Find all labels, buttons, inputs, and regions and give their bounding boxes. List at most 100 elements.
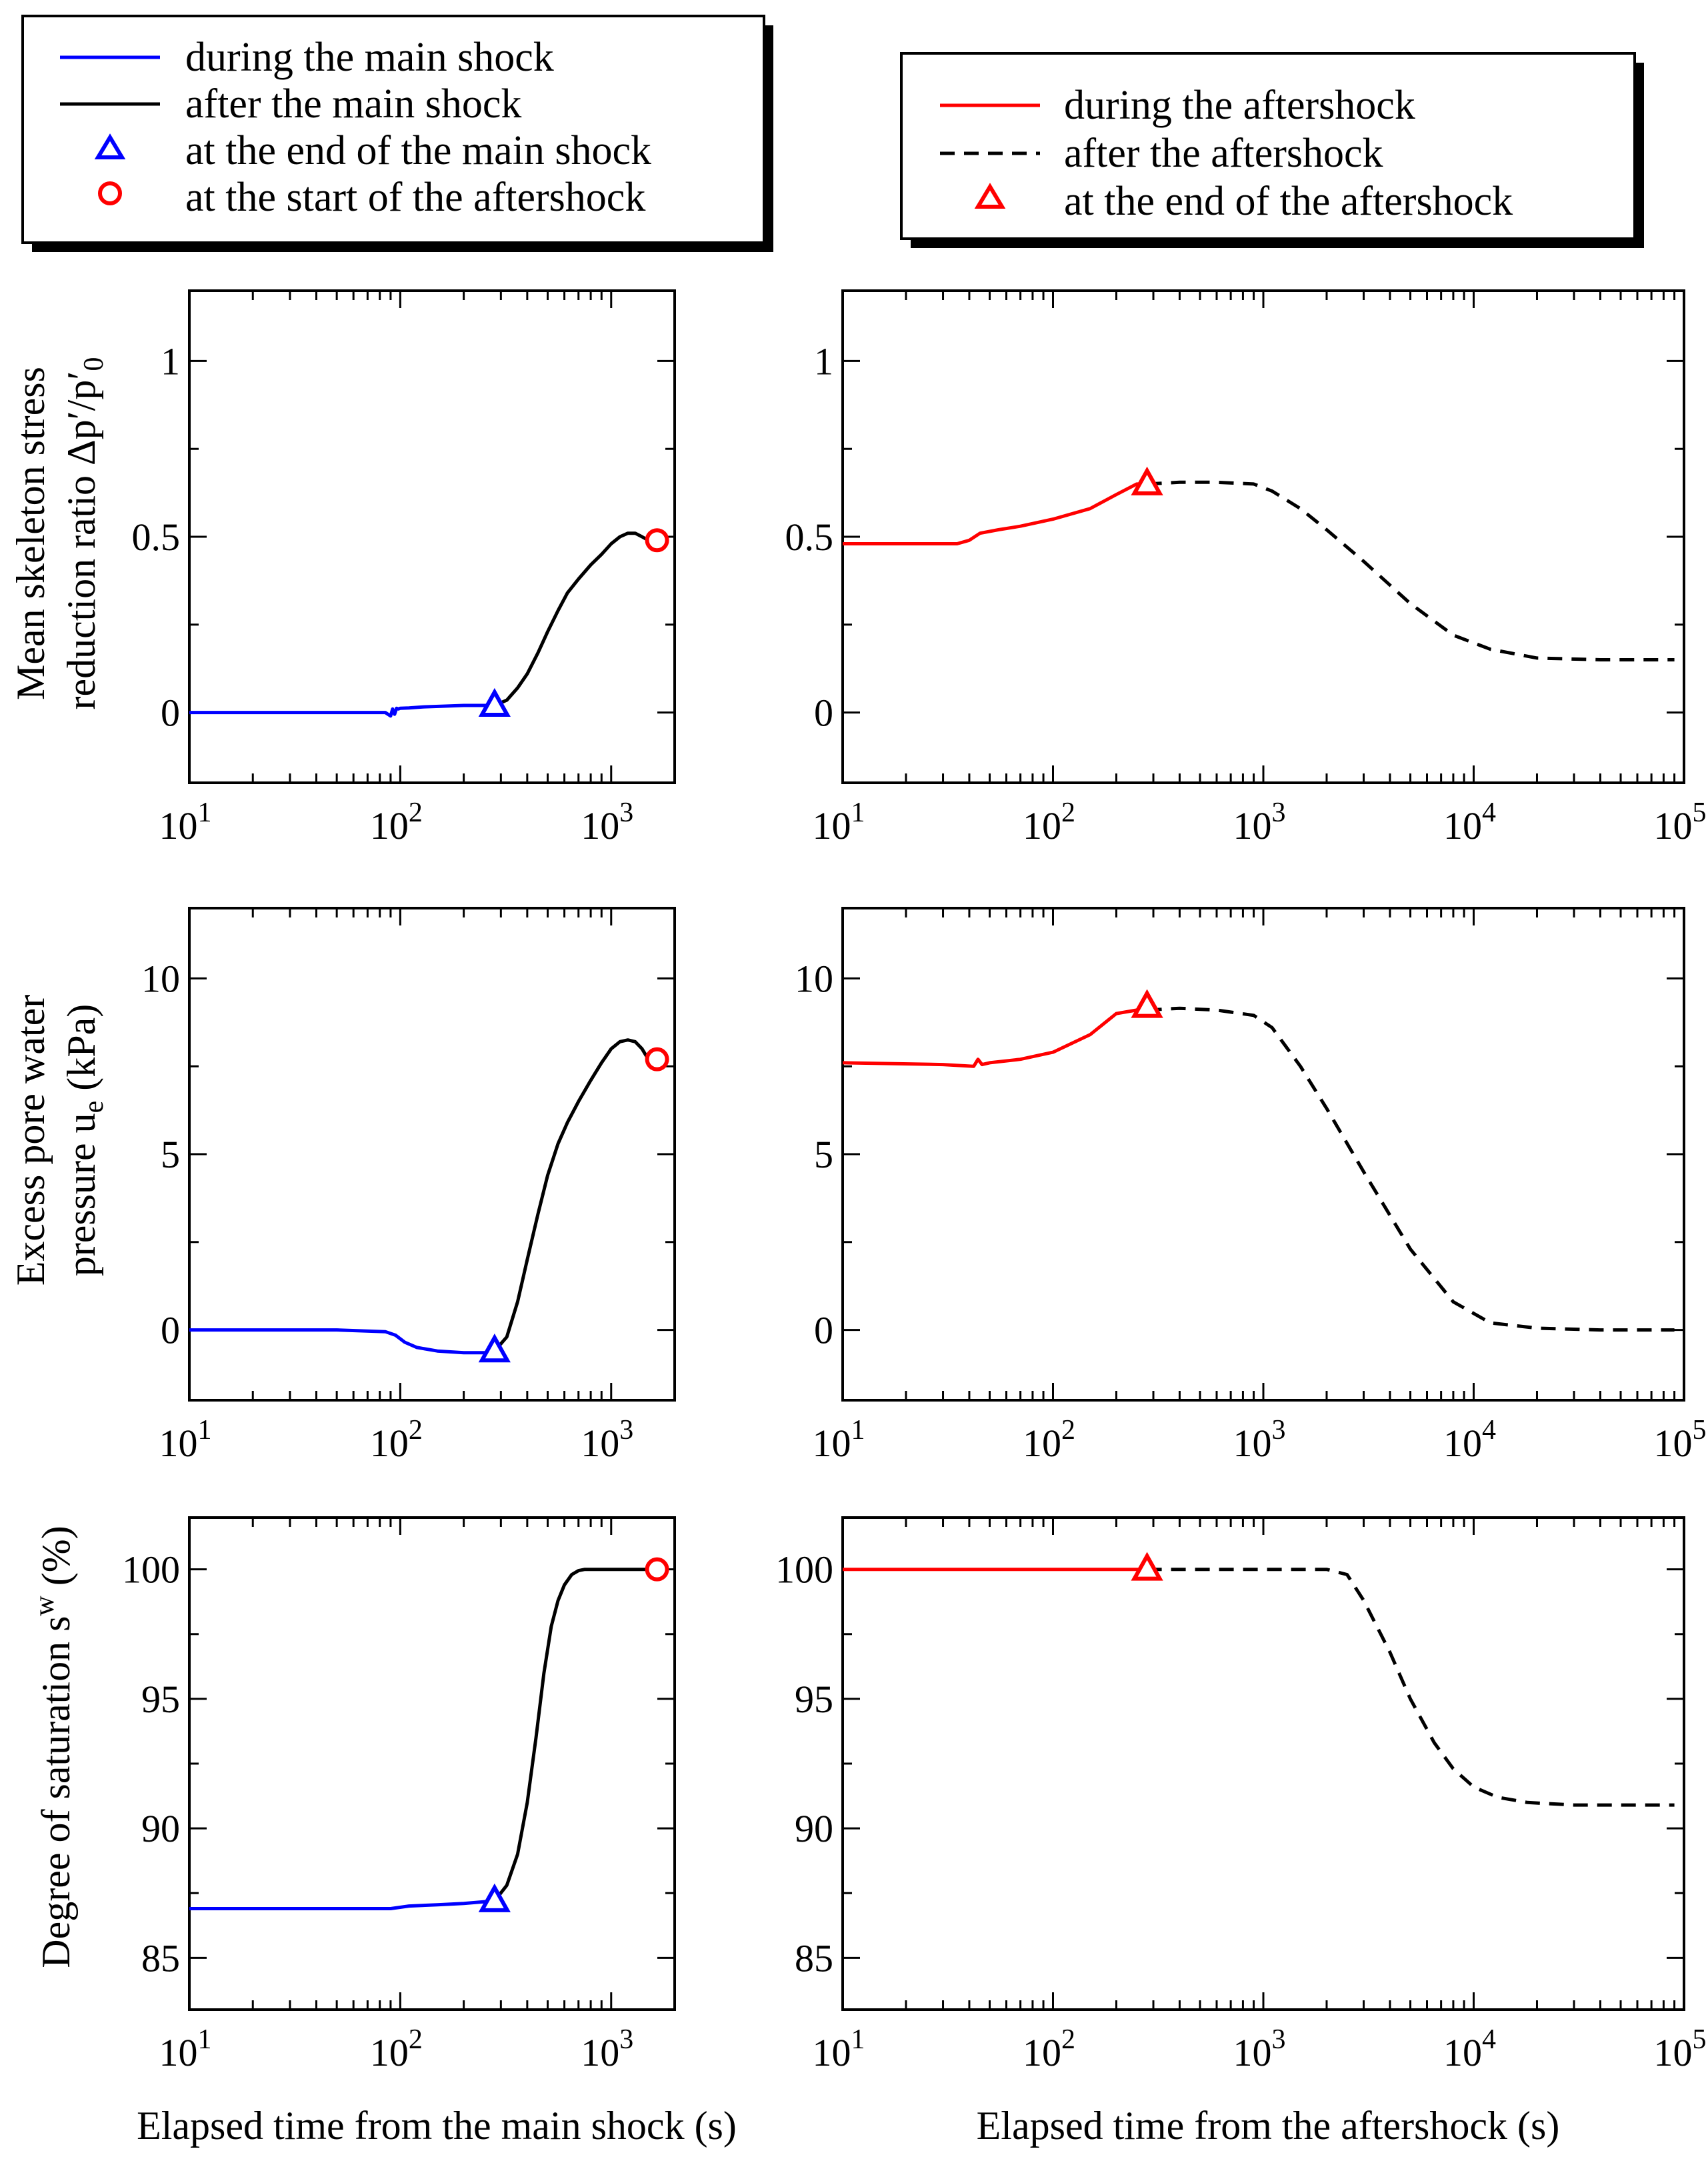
legend-after-label-during: during the aftershock <box>1064 83 1415 128</box>
x-title-after: Elapsed time from the aftershock (s) <box>977 2104 1560 2148</box>
x-tick-base: 10 <box>1023 2031 1061 2074</box>
y-tick-label: 1 <box>161 339 180 383</box>
x-tick-exponent: 5 <box>1693 797 1707 828</box>
x-tick-label: 103 <box>1233 2024 1286 2074</box>
legend-after: during the aftershock after the aftersho… <box>900 52 1644 248</box>
y-tick-label: 5 <box>161 1133 180 1176</box>
y-title-sat-unit: (%) <box>34 1526 78 1596</box>
legend-main-label-after: after the main shock <box>185 81 521 127</box>
x-tick-base: 10 <box>813 1422 851 1465</box>
y-title-pore-line1: Excess pore water <box>9 995 53 1286</box>
marker-at-the-start-of-the-aftershock <box>645 528 669 553</box>
y-tick-label: 100 <box>775 1548 833 1592</box>
y-tick-label: 10 <box>141 957 180 1000</box>
x-tick-exponent: 2 <box>1061 1415 1075 1446</box>
legend-after-swatch-triangle <box>974 183 1006 209</box>
series-line-during-the-main-shock <box>189 1899 495 1910</box>
x-tick-base: 10 <box>581 1422 619 1465</box>
x-tick-base: 10 <box>581 804 619 847</box>
series-line-after-the-main-shock <box>493 1568 649 1902</box>
x-tick-base: 10 <box>370 804 409 847</box>
y-tick-label: 0 <box>814 1309 833 1352</box>
x-tick-label: 102 <box>370 1415 423 1465</box>
y-title-stress-line1: Mean skeleton stress <box>9 367 53 700</box>
y-tick-label: 100 <box>122 1548 180 1592</box>
x-tick-base: 10 <box>159 2031 198 2074</box>
plot-area <box>843 480 1675 661</box>
x-tick-exponent: 1 <box>851 1415 865 1446</box>
x-tick-exponent: 5 <box>1693 2024 1707 2055</box>
x-tick-label: 104 <box>1443 797 1496 847</box>
y-tick-label: 85 <box>141 1936 180 1980</box>
x-tick-exponent: 1 <box>851 2024 865 2055</box>
y-tick-label: 0.5 <box>785 515 834 559</box>
x-tick-base: 10 <box>813 804 851 847</box>
x-tick-exponent: 2 <box>409 1415 423 1446</box>
x-tick-label: 103 <box>1233 797 1286 847</box>
x-tick-base: 10 <box>1443 804 1482 847</box>
series-line-after-the-aftershock <box>1147 1006 1675 1332</box>
y-tick-label: 85 <box>795 1936 833 1980</box>
x-tick-base: 10 <box>370 2031 409 2074</box>
series-line-after-the-main-shock <box>493 1038 650 1352</box>
x-tick-exponent: 1 <box>198 797 212 828</box>
plot-area <box>189 531 649 718</box>
x-tick-base: 10 <box>1654 804 1693 847</box>
x-tick-base: 10 <box>159 804 198 847</box>
y-tick-label: 1 <box>814 339 833 383</box>
marker-at-the-end-of-the-aftershock <box>1131 466 1163 495</box>
x-tick-label: 103 <box>581 2024 633 2074</box>
x-tick-exponent: 3 <box>1272 2024 1286 2055</box>
x-tick-exponent: 1 <box>198 2024 212 2055</box>
plot-area <box>843 1568 1675 1807</box>
series-line-after-the-aftershock <box>1147 1568 1675 1807</box>
x-tick-label: 101 <box>813 797 865 847</box>
y-tick-label: 0 <box>814 691 833 735</box>
x-tick-base: 10 <box>1443 2031 1482 2074</box>
y-tick-label: 0 <box>161 691 180 735</box>
legend-main: during the main shock after the main sho… <box>21 15 773 252</box>
plot-frame <box>841 289 1685 784</box>
x-tick-exponent: 3 <box>1272 797 1286 828</box>
x-tick-label: 101 <box>813 1415 865 1465</box>
x-tick-base: 10 <box>1023 1422 1061 1465</box>
x-tick-base: 10 <box>1654 1422 1693 1465</box>
x-tick-exponent: 3 <box>619 797 633 828</box>
x-tick-exponent: 4 <box>1482 2024 1496 2055</box>
x-tick-label: 105 <box>1654 797 1707 847</box>
marker-at-the-end-of-the-main-shock <box>478 1334 511 1363</box>
x-tick-label: 103 <box>581 1415 633 1465</box>
y-tick-label: 10 <box>795 957 833 1000</box>
y-tick-label: 95 <box>141 1678 180 1721</box>
x-tick-label: 101 <box>159 2024 212 2074</box>
plot-frame <box>188 1516 676 2011</box>
y-title-stress-line2-main: reduction ratio Δp′/p′ <box>59 371 103 709</box>
y-title-sat: Degree of saturation sw (%) <box>29 1526 78 1968</box>
x-tick-base: 10 <box>1233 804 1272 847</box>
marker-at-the-end-of-the-main-shock <box>478 687 511 717</box>
plot-frame <box>188 907 676 1402</box>
x-tick-base: 10 <box>1233 2031 1272 2074</box>
x-tick-label: 105 <box>1654 1415 1707 1465</box>
series-line-during-the-main-shock <box>189 1328 495 1355</box>
x-tick-base: 10 <box>1233 1422 1272 1465</box>
marker-at-the-end-of-the-aftershock <box>1131 989 1163 1018</box>
x-tick-label: 103 <box>581 797 633 847</box>
legend-main-swatch-circle <box>98 181 122 205</box>
x-tick-label: 101 <box>159 797 212 847</box>
y-title-sat-main: Degree of saturation s <box>34 1616 78 1968</box>
x-tick-base: 10 <box>1654 2031 1693 2074</box>
x-tick-base: 10 <box>1443 1422 1482 1465</box>
y-tick-label: 0.5 <box>132 515 181 559</box>
x-tick-exponent: 3 <box>619 2024 633 2055</box>
x-tick-exponent: 3 <box>619 1415 633 1446</box>
x-tick-base: 10 <box>159 1422 198 1465</box>
y-tick-label: 0 <box>161 1309 180 1352</box>
x-tick-exponent: 2 <box>1061 2024 1075 2055</box>
x-tick-exponent: 2 <box>409 797 423 828</box>
marker-at-the-end-of-the-main-shock <box>478 1883 511 1912</box>
x-tick-label: 101 <box>159 1415 212 1465</box>
